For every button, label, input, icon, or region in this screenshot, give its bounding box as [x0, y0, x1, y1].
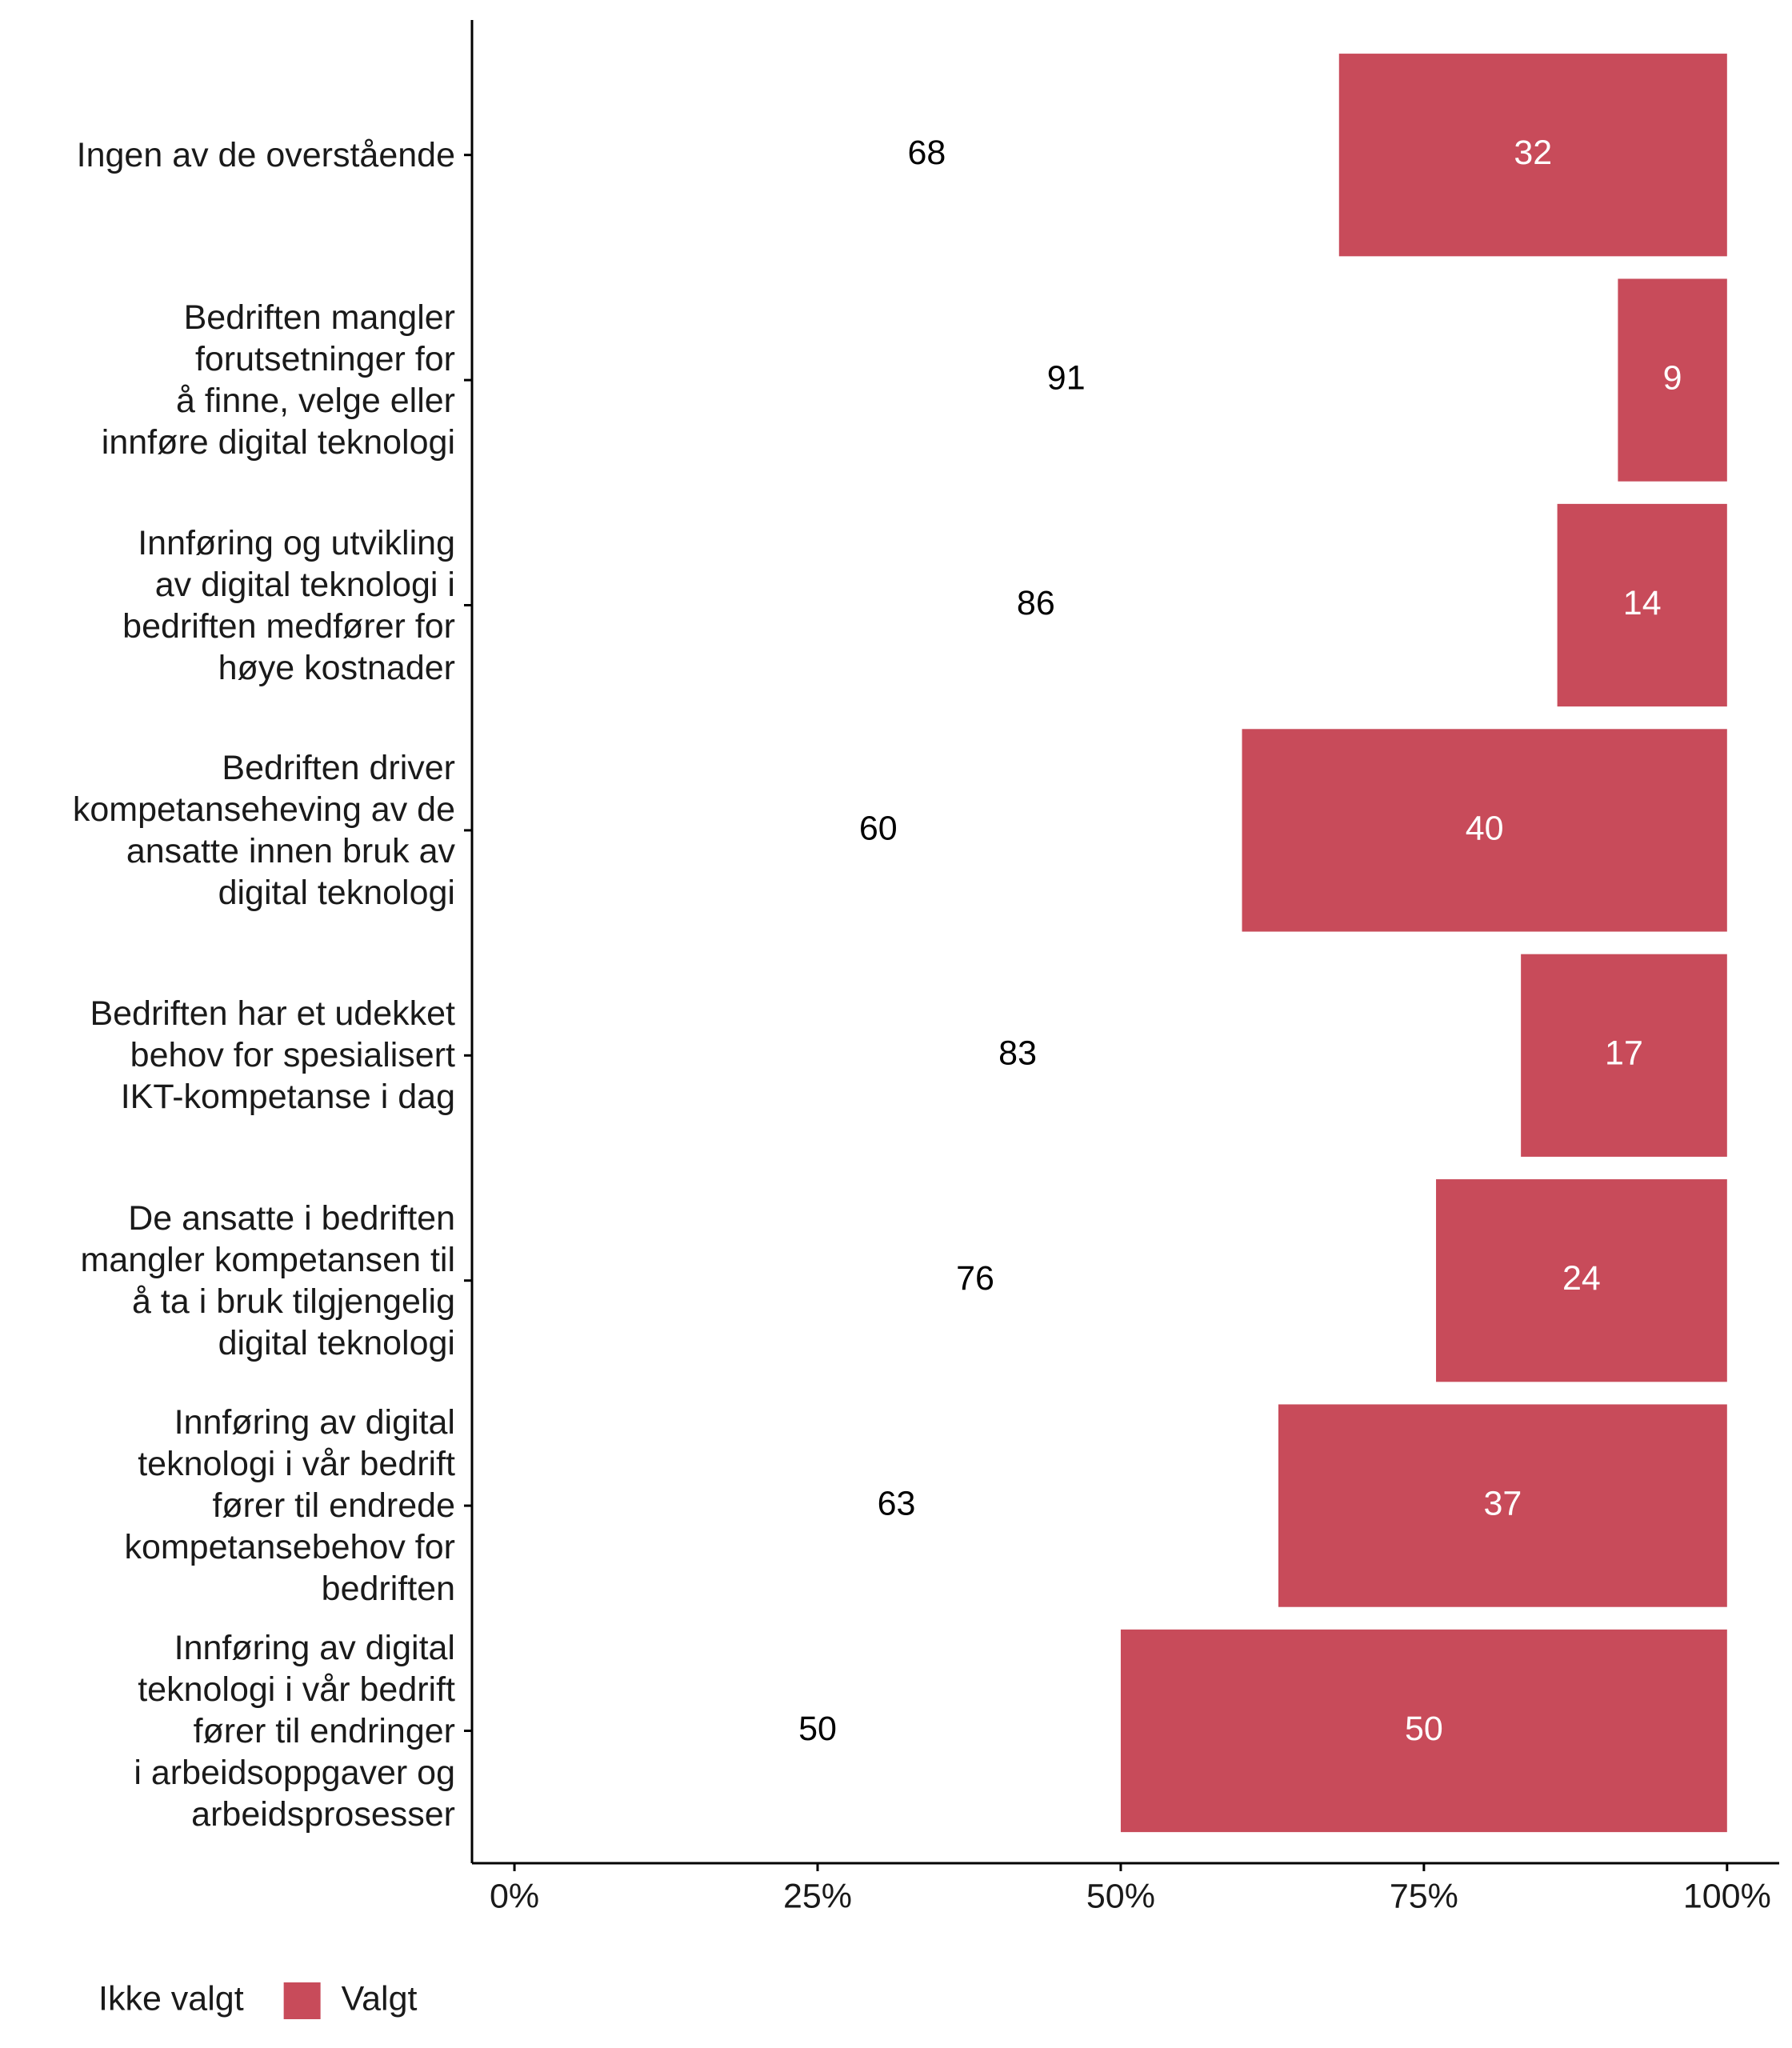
bar-segment: [1120, 1629, 1727, 1833]
y-tick-label: Innføring av digital teknologi i vår bed…: [124, 1403, 455, 1609]
value-label: 40: [1466, 809, 1504, 847]
bar-segment: [514, 1179, 1437, 1382]
bar-segment: [514, 1629, 1121, 1833]
x-tick-label: 75%: [1390, 1877, 1458, 1915]
bar-segment: [1278, 1404, 1727, 1607]
bar-segment: [514, 1404, 1278, 1607]
value-label: 76: [956, 1259, 994, 1298]
value-label: 9: [1663, 358, 1682, 397]
y-tick-label: Bedriften mangler forutsetninger for å f…: [101, 298, 455, 462]
bar-segment: [1557, 503, 1727, 707]
value-label: 32: [1514, 134, 1552, 172]
value-label: 60: [859, 809, 898, 847]
legend-label: Valgt: [342, 1979, 418, 2018]
bar-segment: [514, 503, 1558, 707]
value-label: 91: [1047, 358, 1086, 397]
y-tick-label: Innføring og utvikling av digital teknol…: [122, 523, 455, 687]
legend-key: [283, 1982, 321, 2019]
bar-segment: [514, 729, 1242, 932]
x-tick-label: 50%: [1086, 1877, 1155, 1915]
value-label: 86: [1017, 584, 1055, 622]
y-tick-label: Bedriften driver kompetanseheving av de …: [72, 748, 455, 912]
x-tick-label: 25%: [783, 1877, 852, 1915]
value-label: 50: [798, 1710, 837, 1748]
value-label: 63: [878, 1484, 916, 1522]
y-tick-label: Bedriften har et udekket behov for spesi…: [90, 994, 455, 1117]
value-label: 68: [907, 134, 946, 172]
value-label: 24: [1562, 1259, 1601, 1298]
bar-segment: [1242, 729, 1727, 932]
x-tick-label: 0%: [490, 1877, 539, 1915]
y-tick-label: Ingen av de overstående: [76, 135, 455, 174]
bar-segment: [1338, 54, 1727, 257]
value-label: 83: [998, 1034, 1037, 1073]
bar-segment: [1618, 278, 1727, 482]
bar-segment: [514, 954, 1522, 1157]
value-label: 50: [1405, 1710, 1443, 1748]
value-label: 17: [1605, 1034, 1643, 1073]
legend-label: Ikke valgt: [98, 1979, 244, 2018]
x-tick-label: 100%: [1683, 1877, 1771, 1915]
value-label: 14: [1623, 584, 1662, 622]
y-tick-label: Innføring av digital teknologi i vår bed…: [134, 1628, 455, 1834]
value-label: 37: [1483, 1484, 1522, 1522]
bar-segment: [514, 54, 1339, 257]
bar-segment: [1436, 1179, 1727, 1382]
bar-segment: [514, 278, 1618, 482]
bar-segment: [1521, 954, 1727, 1157]
y-tick-label: De ansatte i bedriften mangler kompetans…: [80, 1198, 455, 1362]
